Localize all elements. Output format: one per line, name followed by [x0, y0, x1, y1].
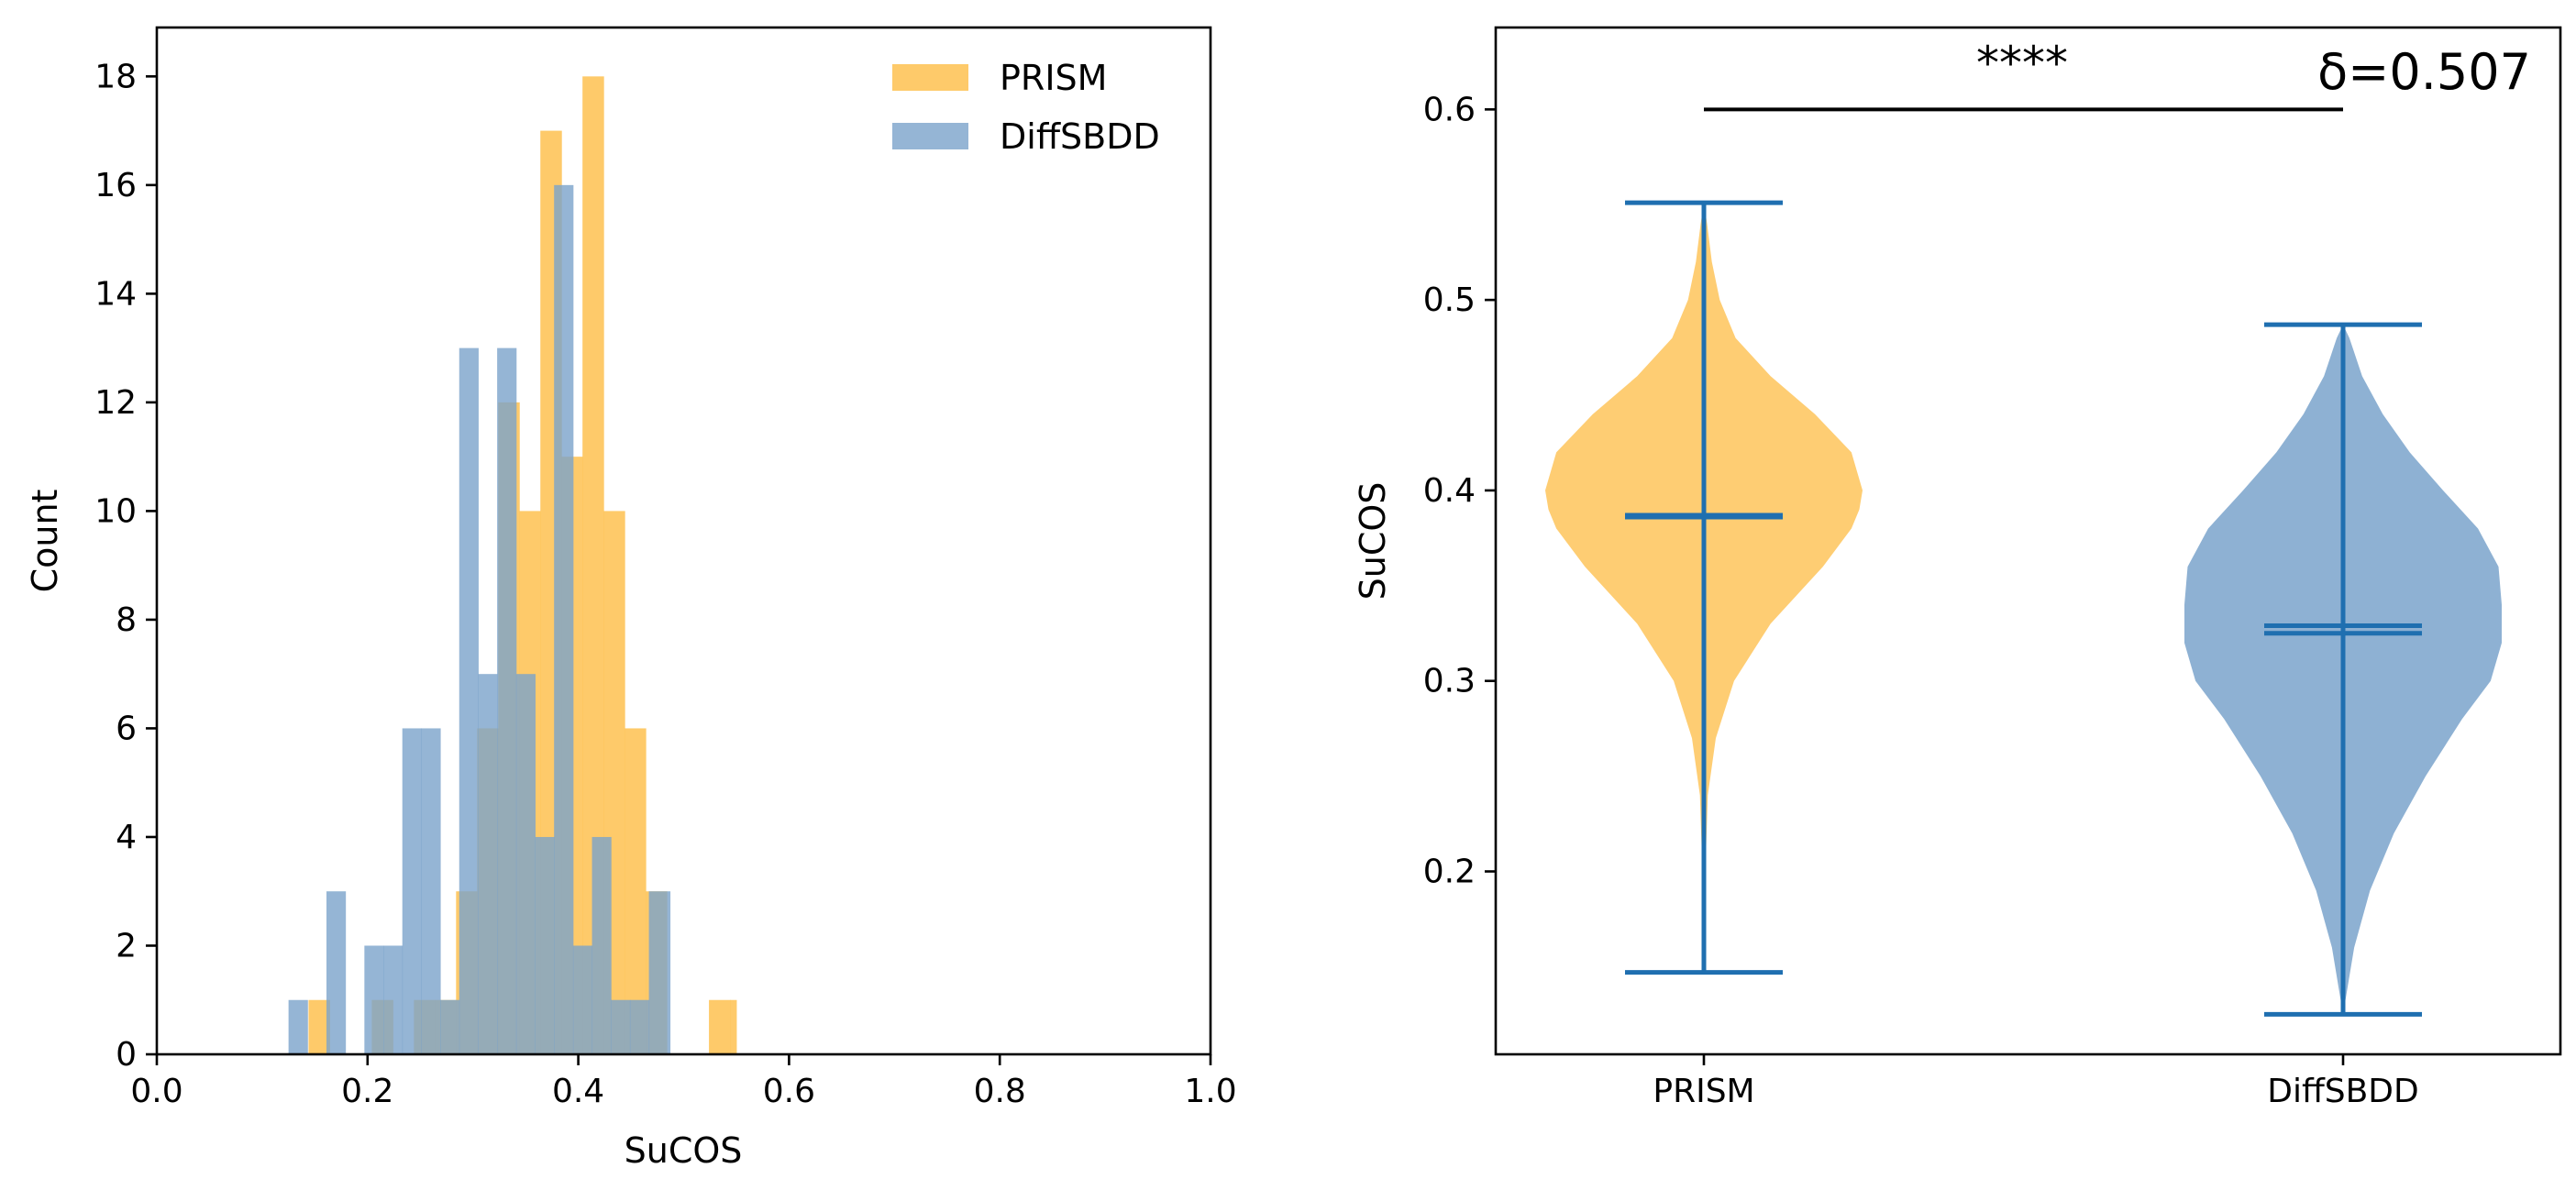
- violin-xtick-label-1: DiffSBDD: [2267, 1073, 2419, 1110]
- legend-swatch-diffsbdd: [892, 123, 968, 149]
- hist-ytick-label-1: 2: [116, 927, 137, 964]
- diffsbdd-bar-14: [554, 184, 574, 1054]
- histogram-x-axis-label: SuCOS: [625, 1130, 743, 1171]
- hist-xtick-label-1: 0.2: [341, 1073, 393, 1110]
- hist-ytick-label-7: 14: [94, 275, 137, 313]
- diffsbdd-bar-9: [459, 347, 479, 1054]
- hist-xtick-label-0: 0.0: [130, 1073, 182, 1110]
- violin-x-ticks: PRISM DiffSBDD: [1653, 1054, 2419, 1110]
- violin-ytick-label-0: 0.2: [1423, 854, 1476, 891]
- violin-y-axis-label: SuCOS: [1353, 482, 1393, 600]
- prism-bar-20: [730, 999, 737, 1054]
- hist-xtick-label-2: 0.4: [552, 1073, 604, 1110]
- hist-ytick-label-0: 0: [116, 1036, 137, 1074]
- diffsbdd-bar-16: [591, 836, 612, 1054]
- diffsbdd-bar-0: [288, 999, 308, 1054]
- hist-ytick-label-5: 10: [94, 492, 137, 530]
- diffsbdd-bar-8: [440, 999, 460, 1054]
- effect-size-label: δ=0.507: [2317, 43, 2531, 101]
- diffsbdd-histogram-bars: [288, 184, 671, 1054]
- diffsbdd-bar-19: [648, 891, 671, 1054]
- violin-xtick-label-0: PRISM: [1653, 1073, 1754, 1110]
- prism-bar-19: [709, 999, 731, 1054]
- hist-xtick-label-4: 0.8: [974, 1073, 1026, 1110]
- diffsbdd-bar-5: [383, 945, 404, 1054]
- diffsbdd-bar-18: [629, 999, 650, 1054]
- hist-ytick-label-8: 16: [94, 167, 137, 204]
- diffsbdd-bar-6: [402, 728, 422, 1054]
- hist-xtick-label-3: 0.6: [763, 1073, 815, 1110]
- violin-ytick-label-4: 0.6: [1423, 91, 1476, 128]
- histogram-panel: 0.0 0.2 0.4 0.6 0.8 1.0 0 2 4 6 8 10 12 14 16 18 SuCOS…: [25, 26, 1237, 1171]
- violin-panel: PRISM DiffSBDD 0.2 0.3 0.4 0.5 0.6 SuCOS ****…: [1353, 26, 2562, 1110]
- violin-ytick-label-1: 0.3: [1423, 663, 1476, 700]
- histogram-x-ticks: 0.0 0.2 0.4 0.6 0.8 1.0: [130, 1054, 1237, 1110]
- diffsbdd-bar-15: [572, 945, 593, 1054]
- violin-ytick-label-3: 0.5: [1423, 281, 1476, 319]
- diffsbdd-bar-13: [535, 836, 555, 1054]
- diffsbdd-bar-17: [611, 999, 631, 1054]
- diffsbdd-bar-11: [497, 347, 517, 1054]
- histogram-axes-frame: [155, 26, 1212, 1056]
- diffsbdd-bar-10: [478, 674, 498, 1054]
- histogram-y-ticks: 0 2 4 6 8 10 12 14 16 18: [94, 58, 157, 1074]
- violin-axes-frame: [1494, 26, 2562, 1056]
- violin-y-ticks: 0.2 0.3 0.4 0.5 0.6: [1423, 91, 1496, 891]
- histogram-y-axis-label: Count: [25, 490, 65, 593]
- hist-ytick-label-6: 12: [94, 384, 137, 422]
- legend-swatch-prism: [892, 64, 968, 91]
- diffsbdd-bar-7: [421, 728, 441, 1054]
- diffsbdd-bar-12: [515, 674, 536, 1054]
- prism-bar-13: [582, 76, 604, 1054]
- diffsbdd-bar-4: [364, 945, 384, 1054]
- hist-ytick-label-9: 18: [94, 58, 137, 95]
- diffsbdd-bar-2: [326, 891, 347, 1054]
- significance-stars: ****: [1976, 37, 2068, 90]
- legend-label-diffsbdd: DiffSBDD: [1000, 116, 1160, 157]
- hist-ytick-label-3: 6: [116, 710, 137, 747]
- violin-lines: [1625, 200, 2422, 1017]
- legend-label-prism: PRISM: [1000, 58, 1107, 98]
- prism-bar-0: [308, 999, 330, 1054]
- violin-ytick-label-2: 0.4: [1423, 472, 1476, 510]
- prism-bar-15: [625, 728, 647, 1054]
- histogram-legend: PRISM DiffSBDD: [892, 58, 1160, 157]
- hist-xtick-label-5: 1.0: [1184, 1073, 1236, 1110]
- hist-ytick-label-4: 8: [116, 601, 137, 639]
- hist-ytick-label-2: 4: [116, 819, 137, 856]
